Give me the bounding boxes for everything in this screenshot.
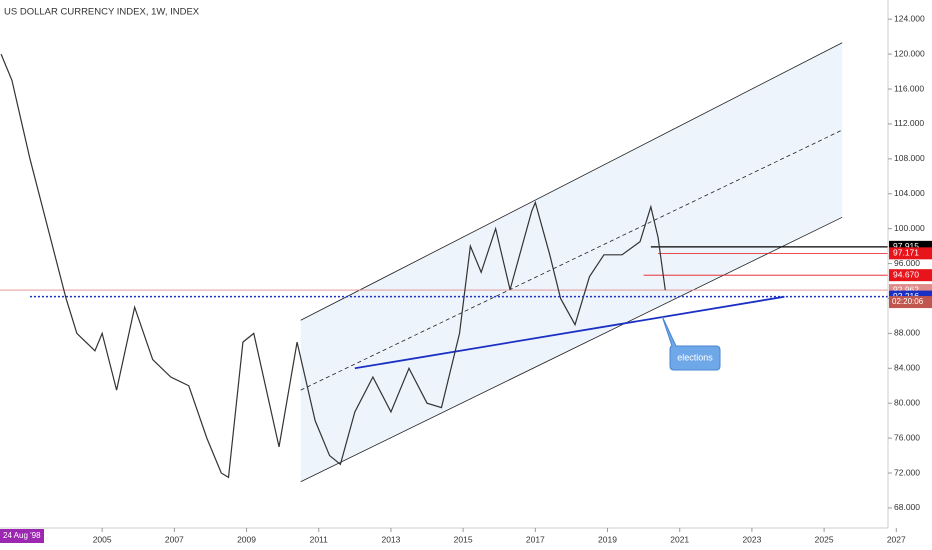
y-tick-label: 84.000 xyxy=(894,363,920,373)
y-tick-label: 108.000 xyxy=(894,153,925,163)
level-label: 94.670 xyxy=(893,269,919,279)
y-tick-label: 124.000 xyxy=(894,13,925,23)
y-tick-label: 100.000 xyxy=(894,223,925,233)
channel-fill xyxy=(300,42,843,482)
x-tick-label: 2007 xyxy=(165,534,184,544)
channel-lower xyxy=(300,216,843,483)
level-label: 92.216 xyxy=(893,291,919,301)
axes: 68.00072.00076.00080.00084.00088.00092.0… xyxy=(93,13,932,544)
y-tick-label: 112.000 xyxy=(894,118,924,128)
level-label: 92.962 xyxy=(893,284,919,294)
x-tick-label: 2019 xyxy=(598,534,617,544)
chart-title: US DOLLAR CURRENCY INDEX, 1W, INDEX xyxy=(4,7,200,18)
x-tick-label: 2013 xyxy=(381,534,400,544)
date-label: 24 Aug '98 xyxy=(3,531,41,540)
level-label: 97.915 xyxy=(893,241,919,251)
y-tick-label: 120.000 xyxy=(894,48,925,58)
price-line xyxy=(0,53,666,479)
x-tick-label: 2009 xyxy=(237,534,256,544)
channel-middle xyxy=(300,129,843,391)
countdown: 02:20:06 xyxy=(892,297,924,306)
x-tick-label: 2021 xyxy=(670,534,689,544)
y-tick-label: 68.000 xyxy=(894,502,920,512)
x-tick-label: 2025 xyxy=(815,534,834,544)
y-tick-label: 116.000 xyxy=(894,83,924,93)
y-tick-label: 88.000 xyxy=(894,328,920,338)
callout-text: elections xyxy=(677,352,713,362)
level-label-box xyxy=(889,247,932,260)
x-tick-label: 2015 xyxy=(454,534,473,544)
x-tick-label: 2011 xyxy=(310,534,329,544)
x-tick-label: 2023 xyxy=(742,534,761,544)
x-tick-label: 2005 xyxy=(93,534,112,544)
y-tick-label: 104.000 xyxy=(894,188,925,198)
countdown-box xyxy=(889,296,932,309)
y-tick-label: 80.000 xyxy=(894,397,920,407)
x-tick-label: 2017 xyxy=(526,534,545,544)
level-label-box xyxy=(889,269,932,282)
y-tick-label: 72.000 xyxy=(894,467,920,477)
callout xyxy=(661,315,721,371)
y-tick-label: 76.000 xyxy=(894,432,920,442)
level-label: 97.171 xyxy=(893,248,919,258)
y-tick-label: 96.000 xyxy=(894,258,920,268)
trendline xyxy=(354,295,785,370)
plot-area xyxy=(0,42,888,483)
channel-upper xyxy=(300,42,843,321)
date-label-box xyxy=(0,529,44,543)
x-tick-label: 2027 xyxy=(887,534,906,544)
